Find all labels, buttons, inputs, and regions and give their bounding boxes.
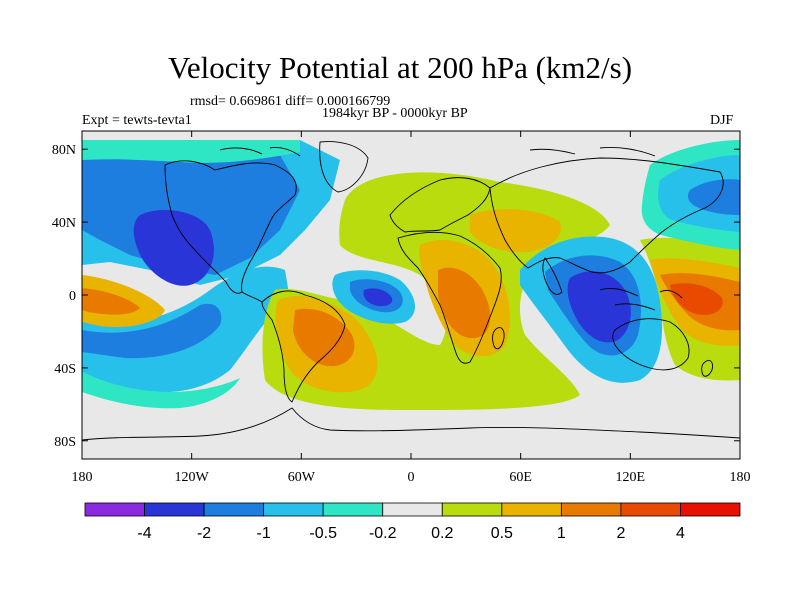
x-tick-label: 120W bbox=[175, 470, 210, 485]
colorbar-swatch bbox=[560, 502, 622, 517]
colorbar-labels: -4 -2 -1 -0.5 -0.2 0.2 0.5 1 2 4 bbox=[137, 525, 685, 542]
x-tick-label: 0 bbox=[408, 470, 415, 485]
field-antarctic-band bbox=[82, 372, 240, 409]
coast-australia bbox=[612, 318, 690, 371]
coast-africa bbox=[397, 231, 502, 364]
colorbar-label: -2 bbox=[197, 525, 211, 542]
colorbar-swatch bbox=[203, 502, 265, 517]
field-n-pacific-core bbox=[133, 210, 214, 286]
colorbar-swatch bbox=[263, 502, 324, 517]
coast-south-america bbox=[261, 290, 346, 403]
y-axis-labels: 80N 40N 0 40S 80S bbox=[52, 143, 76, 450]
x-tick-label: 60E bbox=[509, 470, 532, 485]
period-text: 1984kyr BP - 0000kyr BP bbox=[322, 106, 468, 121]
axis-ticks bbox=[81, 131, 741, 459]
x-axis-labels: 180 120W 60W 0 60E 120E 180 bbox=[72, 470, 751, 485]
x-tick-label: 180 bbox=[72, 470, 93, 485]
coast-arctic-islands bbox=[219, 147, 656, 157]
field-ne-asia-core bbox=[687, 179, 740, 215]
colorbar bbox=[84, 502, 741, 517]
y-tick-label: 40N bbox=[52, 216, 76, 231]
coast-asia bbox=[489, 157, 724, 274]
coastlines bbox=[82, 141, 740, 441]
colorbar-label: -0.5 bbox=[309, 525, 337, 542]
coast-madagascar bbox=[492, 327, 505, 350]
season-label: DJF bbox=[710, 113, 734, 128]
colorbar-label: 4 bbox=[676, 525, 685, 542]
x-tick-label: 180 bbox=[730, 470, 751, 485]
experiment-label: Expt = tewts-tevta1 bbox=[82, 113, 192, 128]
field-w-pacific-core bbox=[670, 283, 723, 316]
coast-maritime bbox=[599, 287, 683, 311]
field-africa-core bbox=[438, 267, 491, 339]
coast-new-zealand bbox=[701, 359, 713, 377]
coast-greenland bbox=[319, 141, 369, 193]
field-c-pacific-warm-core bbox=[82, 288, 140, 315]
colorbar-swatch bbox=[680, 502, 741, 517]
stats-text: rmsd= 0.669861 diff= 0.000166799 bbox=[190, 94, 391, 109]
colorbar-swatch bbox=[382, 502, 443, 517]
field-s-pacific-mid bbox=[82, 303, 222, 359]
x-tick-label: 60W bbox=[288, 470, 316, 485]
coast-central-america bbox=[241, 291, 263, 303]
field-s-america-core bbox=[293, 308, 355, 367]
coast-north-america bbox=[164, 160, 297, 294]
colorbar-label: -1 bbox=[257, 525, 271, 542]
colorbar-swatch bbox=[620, 502, 681, 517]
colorbar-swatch bbox=[501, 502, 562, 517]
colorbar-swatch bbox=[322, 502, 384, 517]
coast-antarctica bbox=[82, 407, 740, 441]
field-trop-atl-core bbox=[363, 288, 393, 307]
anomaly-field bbox=[82, 140, 740, 410]
y-tick-label: 80S bbox=[54, 435, 76, 450]
colorbar-swatch bbox=[144, 502, 205, 517]
colorbar-label: 0.2 bbox=[431, 525, 453, 542]
x-tick-label: 120E bbox=[616, 470, 646, 485]
coast-india bbox=[542, 257, 563, 295]
colorbar-label: 0.5 bbox=[491, 525, 513, 542]
y-tick-label: 0 bbox=[69, 289, 76, 304]
colorbar-label: 2 bbox=[616, 525, 625, 542]
colorbar-swatch bbox=[84, 502, 145, 517]
field-eurasia-mid bbox=[470, 209, 561, 253]
y-tick-label: 40S bbox=[54, 362, 76, 377]
chart-title: Velocity Potential at 200 hPa (km2/s) bbox=[167, 50, 633, 85]
coast-europe bbox=[389, 177, 491, 233]
field-arctic-band bbox=[82, 140, 300, 163]
colorbar-swatch bbox=[441, 502, 503, 517]
colorbar-label: -4 bbox=[137, 525, 151, 542]
y-tick-label: 80N bbox=[52, 143, 76, 158]
colorbar-label: -0.2 bbox=[369, 525, 397, 542]
colorbar-label: 1 bbox=[557, 525, 566, 542]
